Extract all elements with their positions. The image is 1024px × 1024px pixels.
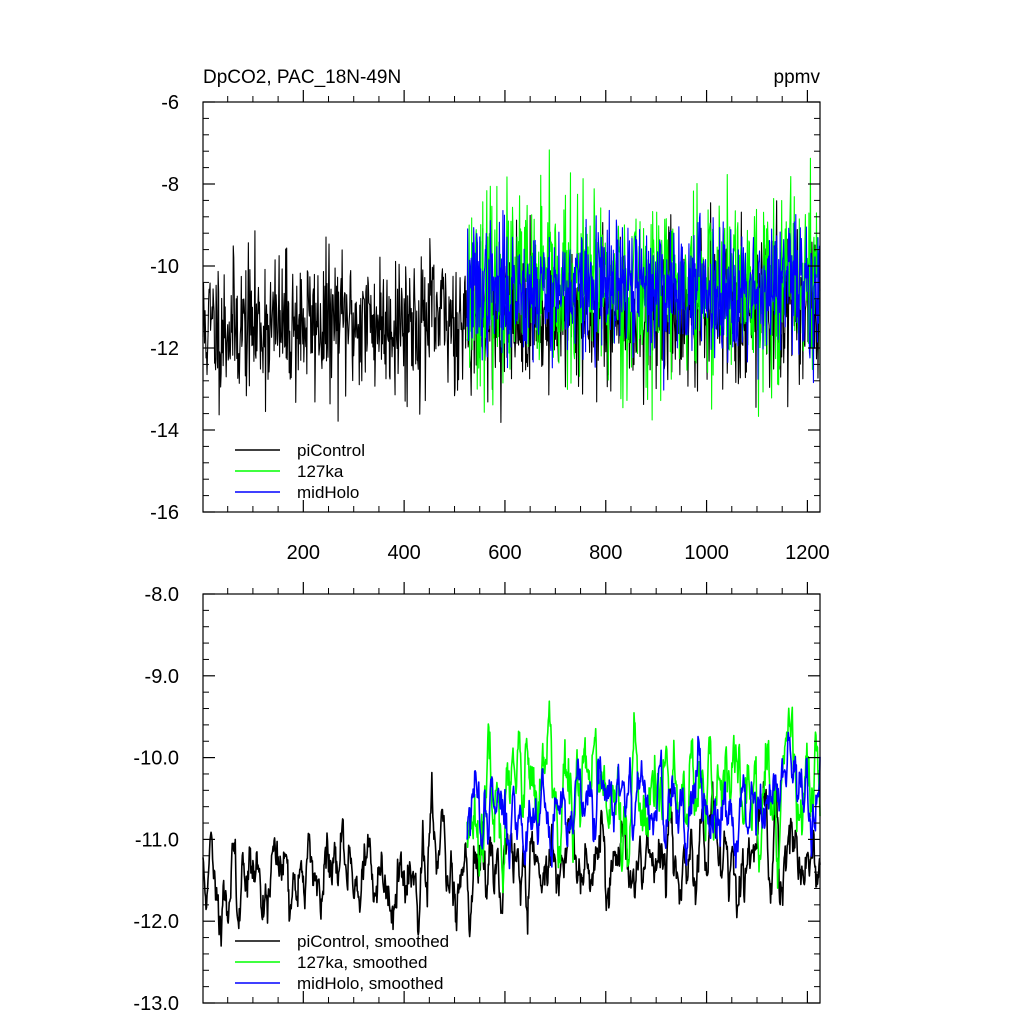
top-y-tick-label: -10 xyxy=(150,256,179,278)
top-y-tick-label: -8 xyxy=(161,174,179,196)
bottom-legend: piControl, smoothed 127ka, smoothed midHol… xyxy=(235,932,449,993)
bottom-plot-frame xyxy=(202,593,821,1004)
top-x-tick-label: 1000 xyxy=(684,542,729,564)
bottom-series-line-2 xyxy=(466,731,821,870)
top-series-layer xyxy=(202,149,821,423)
top-x-tick-label: 400 xyxy=(387,542,420,564)
bottom-y-tick-label: -9.0 xyxy=(145,666,179,688)
top-x-tick-label: 600 xyxy=(488,542,521,564)
bottom-legend-label-1: 127ka, smoothed xyxy=(297,953,427,972)
bottom-series-line-0 xyxy=(202,771,821,947)
top-y-tick-label: -16 xyxy=(150,502,179,524)
top-series-line-2 xyxy=(466,209,821,391)
top-legend-label-1: 127ka xyxy=(297,462,344,481)
bottom-ticks-layer: -13.0 -12.0 -11.0 -10.0 -9.0 -8.0 xyxy=(133,582,820,1015)
top-legend: piControl 127ka midHolo xyxy=(235,441,365,502)
bottom-series-layer xyxy=(202,700,821,947)
bottom-y-tick-label: -11.0 xyxy=(135,829,179,851)
bottom-y-tick-label: -10.0 xyxy=(133,748,179,770)
top-title: DpCO2, PAC_18N-49N xyxy=(203,67,401,88)
top-x-tick-label: 1200 xyxy=(785,542,830,564)
top-y-tick-label: -12 xyxy=(150,338,179,360)
top-legend-label-0: piControl xyxy=(297,441,365,460)
top-units: ppmv xyxy=(774,67,821,88)
bottom-legend-label-2: midHolo, smoothed xyxy=(297,974,443,993)
top-legend-label-2: midHolo xyxy=(297,483,359,502)
top-series-line-0 xyxy=(202,200,821,423)
top-y-tick-label: -6 xyxy=(161,92,179,114)
bottom-y-tick-label: -12.0 xyxy=(133,911,179,933)
top-y-tick-label: -14 xyxy=(150,420,179,442)
bottom-y-tick-label: -13.0 xyxy=(133,993,179,1015)
bottom-y-tick-label: -8.0 xyxy=(145,584,179,606)
top-x-tick-label: 800 xyxy=(589,542,622,564)
bottom-panel: -13.0 -12.0 -11.0 -10.0 -9.0 -8.0 piControl, … xyxy=(133,582,821,1015)
bottom-series-line-1 xyxy=(466,700,821,894)
top-series-line-1 xyxy=(466,149,821,421)
top-ticks-layer: -16 -14 -12 -10 -8 -6 200 400 600 800 1000 1200 xyxy=(150,90,830,564)
top-panel: DpCO2, PAC_18N-49N ppmv -16 -14 -12 -10 -8 -6… xyxy=(150,67,830,564)
top-plot-frame xyxy=(202,101,821,513)
bottom-legend-label-0: piControl, smoothed xyxy=(297,932,449,951)
top-x-tick-label: 200 xyxy=(287,542,320,564)
